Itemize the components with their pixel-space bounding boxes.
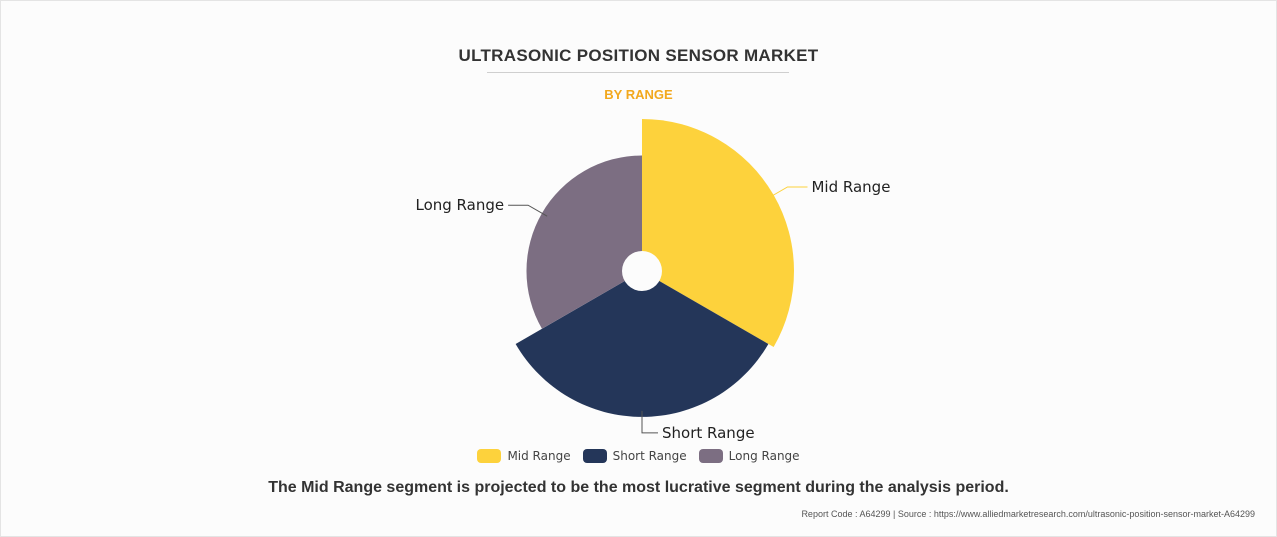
leader-lines: Mid Range Short Range Long Range	[415, 178, 890, 442]
center-hole	[622, 251, 662, 291]
slice-mid-range[interactable]	[642, 119, 795, 347]
leader-line-short-range	[641, 410, 658, 434]
leader-line-mid-range	[768, 186, 808, 199]
legend: Mid Range Short Range Long Range	[0, 449, 1277, 463]
slice-label-mid-range: Mid Range	[811, 178, 890, 196]
slice-label-long-range: Long Range	[415, 196, 504, 214]
legend-label: Long Range	[728, 449, 800, 463]
legend-swatch-short-range	[582, 449, 607, 463]
legend-swatch-long-range	[698, 449, 723, 463]
leader-line-long-range	[508, 204, 548, 217]
chart-title: ULTRASONIC POSITION SENSOR MARKET	[458, 46, 819, 65]
slice-label-short-range: Short Range	[662, 424, 755, 442]
slice-long-range[interactable]	[526, 155, 642, 329]
legend-item-short-range[interactable]: Short Range	[582, 449, 687, 463]
legend-item-mid-range[interactable]: Mid Range	[477, 449, 571, 463]
title-divider	[487, 72, 789, 73]
chart-subtitle: BY RANGE	[604, 87, 673, 102]
chart-caption: The Mid Range segment is projected to be…	[268, 479, 1009, 496]
legend-label: Short Range	[612, 449, 687, 463]
legend-item-long-range[interactable]: Long Range	[698, 449, 800, 463]
rose-slices	[515, 119, 795, 417]
legend-label: Mid Range	[507, 449, 571, 463]
report-source-footer: Report Code : A64299 | Source : https://…	[801, 509, 1255, 519]
legend-swatch-mid-range	[477, 449, 502, 463]
